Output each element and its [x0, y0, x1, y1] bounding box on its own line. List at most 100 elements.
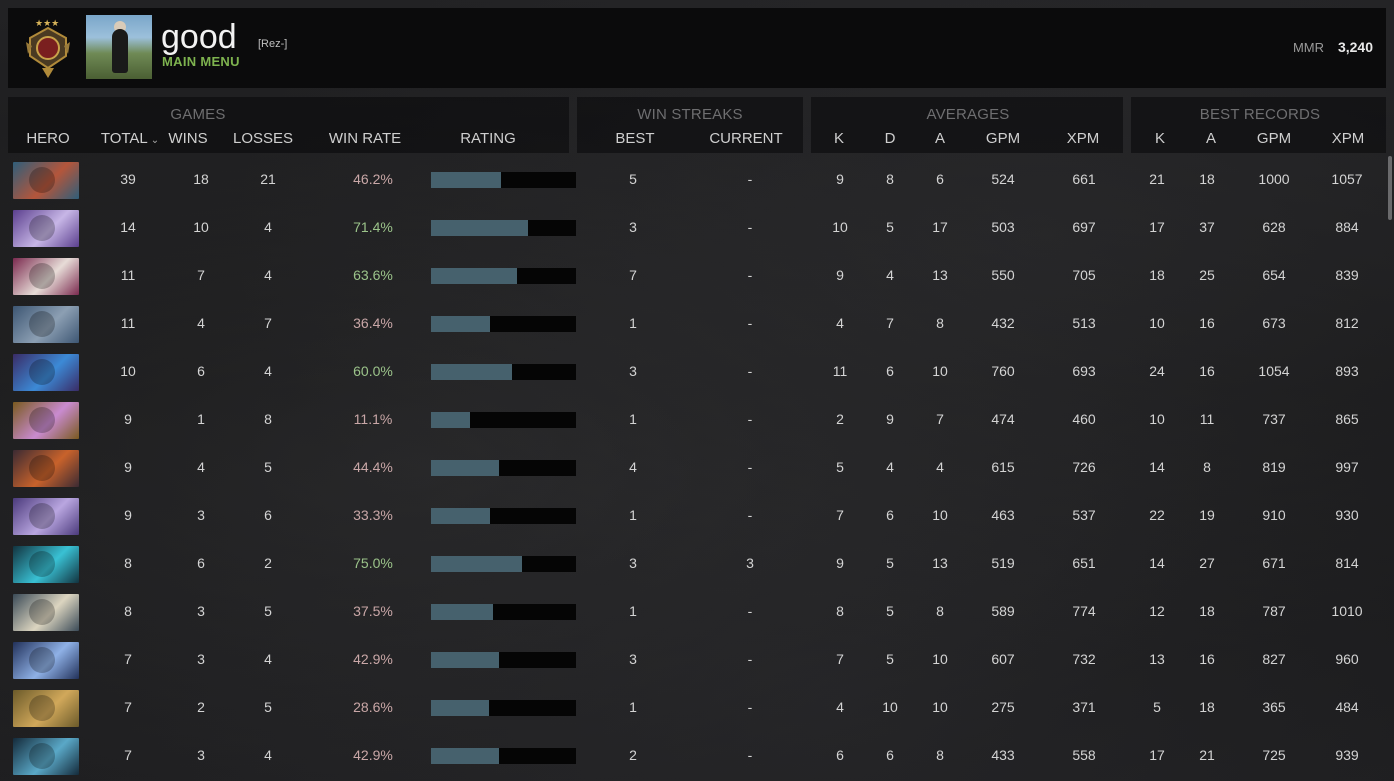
hero-portrait-icon[interactable] [13, 498, 79, 535]
best-gpm-cell: 671 [1262, 555, 1286, 571]
avg-d-cell: 5 [886, 603, 894, 619]
table-row[interactable]: 8 6 2 75.0% 3 3 9 5 13 519 651 14 27 671 814 [8, 540, 1386, 588]
rating-bar-fill [431, 508, 491, 524]
rating-bar-fill [431, 748, 500, 764]
avg-gpm-cell: 463 [991, 507, 1015, 523]
losses-cell: 5 [264, 603, 272, 619]
column-header-losses[interactable]: LOSSES [232, 130, 294, 147]
table-row[interactable]: 11 7 4 63.6% 7 - 9 4 13 550 705 18 25 654 839 [8, 252, 1386, 300]
table-row[interactable]: 7 3 4 42.9% 3 - 7 5 10 607 732 13 16 827 960 [8, 636, 1386, 684]
table-scrollbar[interactable] [1388, 156, 1392, 220]
column-header-avg-xpm[interactable]: XPM [1066, 130, 1100, 147]
column-header-hero[interactable]: HERO [26, 130, 70, 147]
best-streak-cell: 1 [629, 603, 637, 619]
hero-portrait-icon[interactable] [13, 450, 79, 487]
best-gpm-cell: 725 [1262, 747, 1286, 763]
best-xpm-cell: 814 [1335, 555, 1359, 571]
table-row[interactable]: 9 3 6 33.3% 1 - 7 6 10 463 537 22 19 910 930 [8, 492, 1386, 540]
best-a-cell: 16 [1199, 651, 1215, 667]
hero-portrait-icon[interactable] [13, 354, 79, 391]
losses-cell: 2 [264, 555, 272, 571]
table-row[interactable]: 11 4 7 36.4% 1 - 4 7 8 432 513 10 16 673 812 [8, 300, 1386, 348]
avg-gpm-cell: 275 [991, 699, 1015, 715]
current-streak-cell: - [747, 507, 753, 523]
best-gpm-cell: 1054 [1258, 363, 1290, 379]
current-streak-cell: - [747, 363, 753, 379]
best-k-cell: 14 [1149, 459, 1165, 475]
table-row[interactable]: 7 2 5 28.6% 1 - 4 10 10 275 371 5 18 365 484 [8, 684, 1386, 732]
hero-portrait-icon[interactable] [13, 306, 79, 343]
main-menu-link[interactable]: MAIN MENU [162, 54, 240, 69]
avg-d-cell: 6 [886, 507, 894, 523]
best-streak-cell: 2 [629, 747, 637, 763]
column-header-rating[interactable]: RATING [460, 130, 516, 147]
avg-xpm-cell: 513 [1072, 315, 1096, 331]
losses-cell: 4 [264, 363, 272, 379]
column-header-best-a[interactable]: A [1205, 130, 1216, 147]
column-header-avg-a[interactable]: A [934, 130, 945, 147]
total-cell: 14 [120, 219, 136, 235]
win-rate-cell: 63.6% [353, 267, 393, 283]
column-header-current-streak[interactable]: CURRENT [709, 130, 783, 147]
current-streak-cell: - [747, 219, 753, 235]
column-header-total[interactable]: TOTAL ⌄ [100, 130, 160, 147]
hero-portrait-icon[interactable] [13, 738, 79, 775]
losses-cell: 4 [264, 651, 272, 667]
total-cell: 7 [124, 747, 132, 763]
hero-portrait-icon[interactable] [13, 210, 79, 247]
rating-bar [431, 364, 576, 380]
table-row[interactable]: 10 6 4 60.0% 3 - 11 6 10 760 693 24 16 1054 893 [8, 348, 1386, 396]
column-header-avg-k[interactable]: K [833, 130, 844, 147]
column-header-best-gpm[interactable]: GPM [1256, 130, 1292, 147]
rating-bar [431, 604, 576, 620]
hero-portrait-icon[interactable] [13, 594, 79, 631]
table-row[interactable]: 39 18 21 46.2% 5 - 9 8 6 524 661 21 18 1000 1057 [8, 156, 1386, 204]
wins-cell: 7 [197, 267, 205, 283]
total-cell: 10 [120, 363, 136, 379]
total-cell: 7 [124, 699, 132, 715]
table-row[interactable]: 9 1 8 11.1% 1 - 2 9 7 474 460 10 11 737 865 [8, 396, 1386, 444]
avg-xpm-cell: 705 [1072, 267, 1096, 283]
best-a-cell: 18 [1199, 603, 1215, 619]
column-header-win-rate[interactable]: WIN RATE [328, 130, 402, 147]
avg-d-cell: 7 [886, 315, 894, 331]
column-header-avg-d[interactable]: D [884, 130, 896, 147]
hero-portrait-icon[interactable] [13, 258, 79, 295]
best-k-cell: 14 [1149, 555, 1165, 571]
avg-xpm-cell: 732 [1072, 651, 1096, 667]
rating-bar [431, 748, 576, 764]
avg-xpm-cell: 558 [1072, 747, 1096, 763]
hero-portrait-icon[interactable] [13, 402, 79, 439]
column-header-best-streak[interactable]: BEST [615, 130, 655, 147]
avg-d-cell: 5 [886, 555, 894, 571]
avg-xpm-cell: 726 [1072, 459, 1096, 475]
column-header-best-xpm[interactable]: XPM [1331, 130, 1365, 147]
table-row[interactable]: 8 3 5 37.5% 1 - 8 5 8 589 774 12 18 787 1010 [8, 588, 1386, 636]
best-xpm-cell: 893 [1335, 363, 1359, 379]
win-rate-cell: 75.0% [353, 555, 393, 571]
hero-portrait-icon[interactable] [13, 642, 79, 679]
total-cell: 8 [124, 555, 132, 571]
column-header-avg-gpm[interactable]: GPM [985, 130, 1021, 147]
current-streak-cell: - [747, 315, 753, 331]
best-xpm-cell: 484 [1335, 699, 1359, 715]
group-title-averages: AVERAGES [926, 106, 1010, 123]
wins-cell: 3 [197, 603, 205, 619]
hero-portrait-icon[interactable] [13, 162, 79, 199]
games-header-panel [8, 97, 569, 153]
hero-portrait-icon[interactable] [13, 546, 79, 583]
table-row[interactable]: 9 4 5 44.4% 4 - 5 4 4 615 726 14 8 819 997 [8, 444, 1386, 492]
column-header-best-k[interactable]: K [1154, 130, 1165, 147]
table-row[interactable]: 7 3 4 42.9% 2 - 6 6 8 433 558 17 21 725 939 [8, 732, 1386, 780]
player-avatar[interactable] [86, 15, 152, 79]
best-streak-cell: 1 [629, 507, 637, 523]
avg-xpm-cell: 651 [1072, 555, 1096, 571]
rating-bar-fill [431, 172, 501, 188]
win-rate-cell: 60.0% [353, 363, 393, 379]
avg-a-cell: 7 [936, 411, 944, 427]
column-header-wins[interactable]: WINS [168, 130, 208, 147]
losses-cell: 4 [264, 219, 272, 235]
hero-portrait-icon[interactable] [13, 690, 79, 727]
avg-k-cell: 4 [836, 315, 844, 331]
table-row[interactable]: 14 10 4 71.4% 3 - 10 5 17 503 697 17 37 628 884 [8, 204, 1386, 252]
